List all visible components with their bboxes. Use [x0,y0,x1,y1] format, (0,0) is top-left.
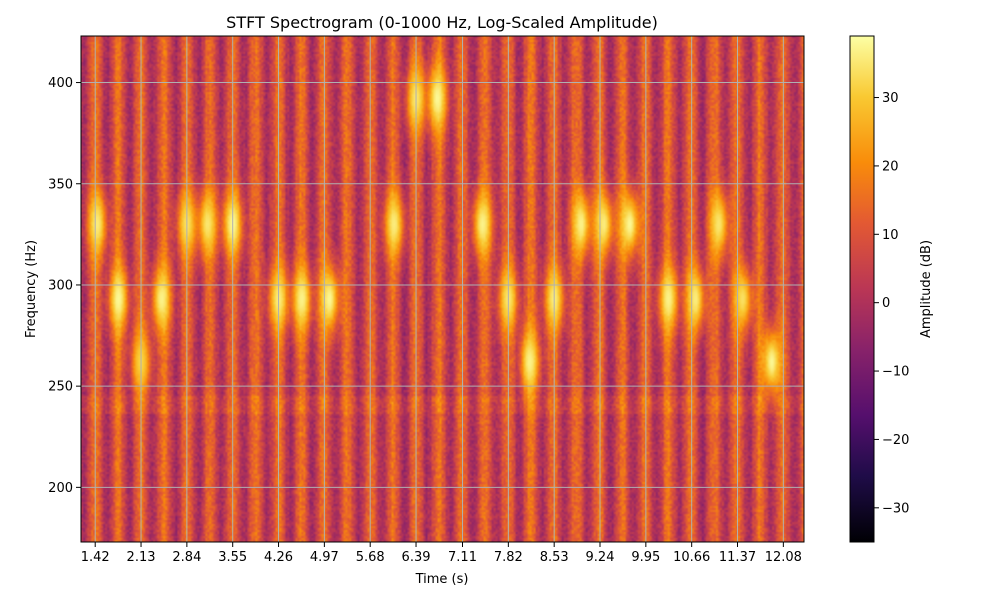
colorbar-tick-label: 0 [882,296,890,311]
colorbar-fill [849,35,875,543]
colorbar-tick-label: 10 [882,228,899,243]
colorbar-tick-label: 30 [882,91,899,106]
x-tick-label: 2.84 [172,550,201,565]
colorbar-ticks: −30 −20 −10 0 10 20 30 [874,91,909,516]
y-tick-label: 250 [48,380,73,395]
grid-lines [81,36,804,542]
x-tick-label: 3.55 [218,550,247,565]
x-tick-label: 9.95 [631,550,660,565]
colorbar: −30 −20 −10 0 10 20 30 [849,35,909,543]
x-tick-label: 4.97 [310,550,339,565]
y-tick-label: 400 [48,76,73,91]
plot-area [80,35,805,543]
x-axis: 1.42 2.13 2.84 3.55 4.26 4.97 5.68 6.39 7.11 7.82… [81,542,802,565]
x-tick-label: 9.24 [586,550,615,565]
spectrogram-heatmap [81,36,804,542]
x-tick-label: 12.08 [765,550,802,565]
x-tick-label: 7.11 [448,550,477,565]
plot-frame [80,35,805,543]
y-axis-label: Frequency (Hz) [24,240,39,338]
x-tick-label: 7.82 [494,550,523,565]
y-axis: 200 250 300 350 400 [48,76,81,496]
colorbar-tick-label: −10 [882,365,909,380]
x-tick-label: 10.66 [673,550,710,565]
x-tick-label: 8.53 [540,550,569,565]
x-tick-label: 5.68 [356,550,385,565]
x-axis-label: Time (s) [415,572,469,587]
colorbar-tick-label: −30 [882,501,909,516]
colorbar-tick-label: 20 [882,159,899,174]
x-tick-label: 2.13 [127,550,156,565]
x-tick-label: 1.42 [81,550,110,565]
x-tick-label: 11.37 [719,550,756,565]
x-tick-label: 6.39 [402,550,431,565]
colorbar-label: Amplitude (dB) [919,240,934,338]
y-tick-label: 300 [48,278,73,293]
x-tick-label: 4.26 [264,550,293,565]
y-tick-label: 350 [48,177,73,192]
chart-title: STFT Spectrogram (0-1000 Hz, Log-Scaled … [226,13,658,32]
y-tick-label: 200 [48,481,73,496]
colorbar-tick-label: −20 [882,433,909,448]
